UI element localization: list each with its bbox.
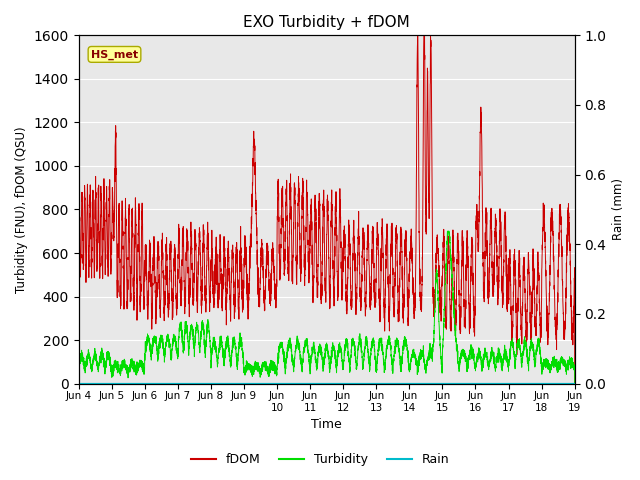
Legend: fDOM, Turbidity, Rain: fDOM, Turbidity, Rain: [186, 448, 454, 471]
Y-axis label: Turbidity (FNU), fDOM (QSU): Turbidity (FNU), fDOM (QSU): [15, 126, 28, 293]
Y-axis label: Rain (mm): Rain (mm): [612, 179, 625, 240]
Title: EXO Turbidity + fDOM: EXO Turbidity + fDOM: [243, 15, 410, 30]
X-axis label: Time: Time: [311, 419, 342, 432]
Text: HS_met: HS_met: [91, 49, 138, 60]
